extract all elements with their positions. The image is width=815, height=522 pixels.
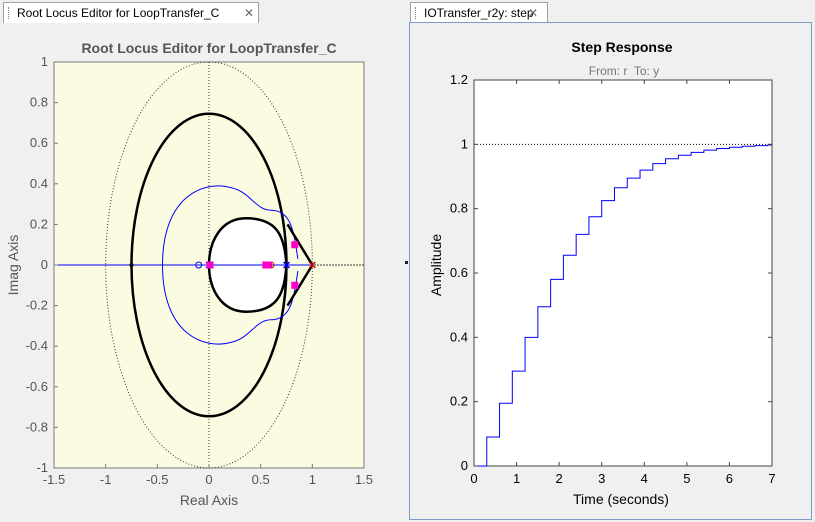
open-loop-zero-marker bbox=[195, 261, 203, 269]
step-response-ticks: 0 1 2 3 4 5 6 7 1.2 1 0.8 0.6 0.4 0.2 0 bbox=[450, 72, 776, 486]
locus-secondary-contour bbox=[161, 185, 299, 345]
root-locus-xlabel: Real Axis bbox=[180, 492, 238, 508]
y-tick-label: 1.2 bbox=[450, 72, 468, 87]
closed-loop-pole-marker bbox=[291, 281, 299, 289]
y-tick-label: 0.6 bbox=[30, 135, 48, 150]
x-tick-label: 0 bbox=[470, 471, 477, 486]
tab-grip bbox=[415, 7, 418, 19]
x-tick-label: 1 bbox=[513, 471, 520, 486]
closed-loop-pole-marker bbox=[206, 261, 214, 269]
step-response-line bbox=[474, 144, 772, 467]
y-tick-label: 0.4 bbox=[30, 176, 48, 191]
step-response-panel bbox=[409, 22, 812, 520]
open-loop-pole-marker bbox=[282, 261, 291, 269]
tab-grip bbox=[8, 7, 11, 19]
x-tick-label: 3 bbox=[598, 471, 605, 486]
y-tick-label: 0 bbox=[461, 458, 468, 473]
panel-splitter[interactable] bbox=[405, 261, 408, 264]
closed-loop-pole-marker bbox=[291, 241, 299, 249]
step-response-ylabel: Amplitude bbox=[428, 234, 444, 296]
y-tick-label: 0 bbox=[41, 257, 48, 272]
x-tick-label: 1.5 bbox=[355, 472, 373, 487]
tab-label: Root Locus Editor for LoopTransfer_C bbox=[17, 6, 220, 20]
tab-label: IOTransfer_r2y: step bbox=[424, 6, 534, 20]
close-icon[interactable]: ✕ bbox=[244, 6, 255, 20]
close-icon[interactable]: ✕ bbox=[528, 6, 539, 20]
tab-iotransfer-step[interactable]: IOTransfer_r2y: step ✕ bbox=[410, 2, 548, 23]
x-tick-label: -1 bbox=[100, 472, 112, 487]
step-response-plot[interactable]: Step Response From: r To: y 0 1 2 3 4 5 6 7 1.2 1… bbox=[410, 23, 811, 519]
x-tick-label: 0.5 bbox=[252, 472, 270, 487]
root-locus-plot[interactable]: Root Locus Editor for LoopTransfer_C -1.… bbox=[0, 23, 405, 521]
tab-root-locus-editor[interactable]: Root Locus Editor for LoopTransfer_C ✕ bbox=[3, 2, 259, 23]
step-response-subtitle: From: r To: y bbox=[589, 64, 659, 78]
open-loop-pole-marker bbox=[308, 261, 316, 269]
step-response-xlabel: Time (seconds) bbox=[573, 491, 669, 507]
x-tick-label: 4 bbox=[641, 471, 648, 486]
locus-breakaway-point bbox=[129, 263, 134, 267]
y-tick-label: 0.2 bbox=[30, 216, 48, 231]
y-tick-label: -0.8 bbox=[26, 419, 48, 434]
x-tick-label: -1.5 bbox=[43, 472, 65, 487]
root-locus-ticks: -1.5 -1 -0.5 0 0.5 1 1.510.80.60.40.20-0.2-0.4… bbox=[26, 54, 373, 487]
x-tick-label: 1 bbox=[309, 472, 316, 487]
x-tick-label: 5 bbox=[683, 471, 690, 486]
x-tick-label: -0.5 bbox=[146, 472, 168, 487]
root-locus-ylabel: Imag Axis bbox=[5, 235, 21, 296]
y-tick-label: -0.4 bbox=[26, 338, 48, 353]
x-tick-label: 7 bbox=[768, 471, 775, 486]
y-tick-label: 0.4 bbox=[450, 329, 468, 344]
step-response-axes bbox=[473, 79, 773, 467]
step-response-curve bbox=[474, 143, 772, 467]
y-tick-label: 0.6 bbox=[450, 265, 468, 280]
x-tick-label: 6 bbox=[726, 471, 733, 486]
y-tick-label: 0.8 bbox=[30, 95, 48, 110]
root-locus-curves bbox=[54, 61, 364, 469]
y-tick-label: 0.2 bbox=[450, 394, 468, 409]
step-response-title: Step Response bbox=[571, 39, 672, 55]
y-tick-label: 1 bbox=[461, 136, 468, 151]
y-tick-label: -0.2 bbox=[26, 298, 48, 313]
y-tick-label: -1 bbox=[36, 460, 48, 475]
root-locus-title: Root Locus Editor for LoopTransfer_C bbox=[81, 40, 336, 56]
y-tick-label: -0.6 bbox=[26, 379, 48, 394]
x-tick-label: 2 bbox=[556, 471, 563, 486]
closed-loop-pole-marker bbox=[264, 261, 272, 269]
x-tick-label: 0 bbox=[205, 472, 212, 487]
y-tick-label: 1 bbox=[41, 54, 48, 69]
locus-pole-branches bbox=[286, 223, 314, 307]
y-tick-label: 0.8 bbox=[450, 201, 468, 216]
